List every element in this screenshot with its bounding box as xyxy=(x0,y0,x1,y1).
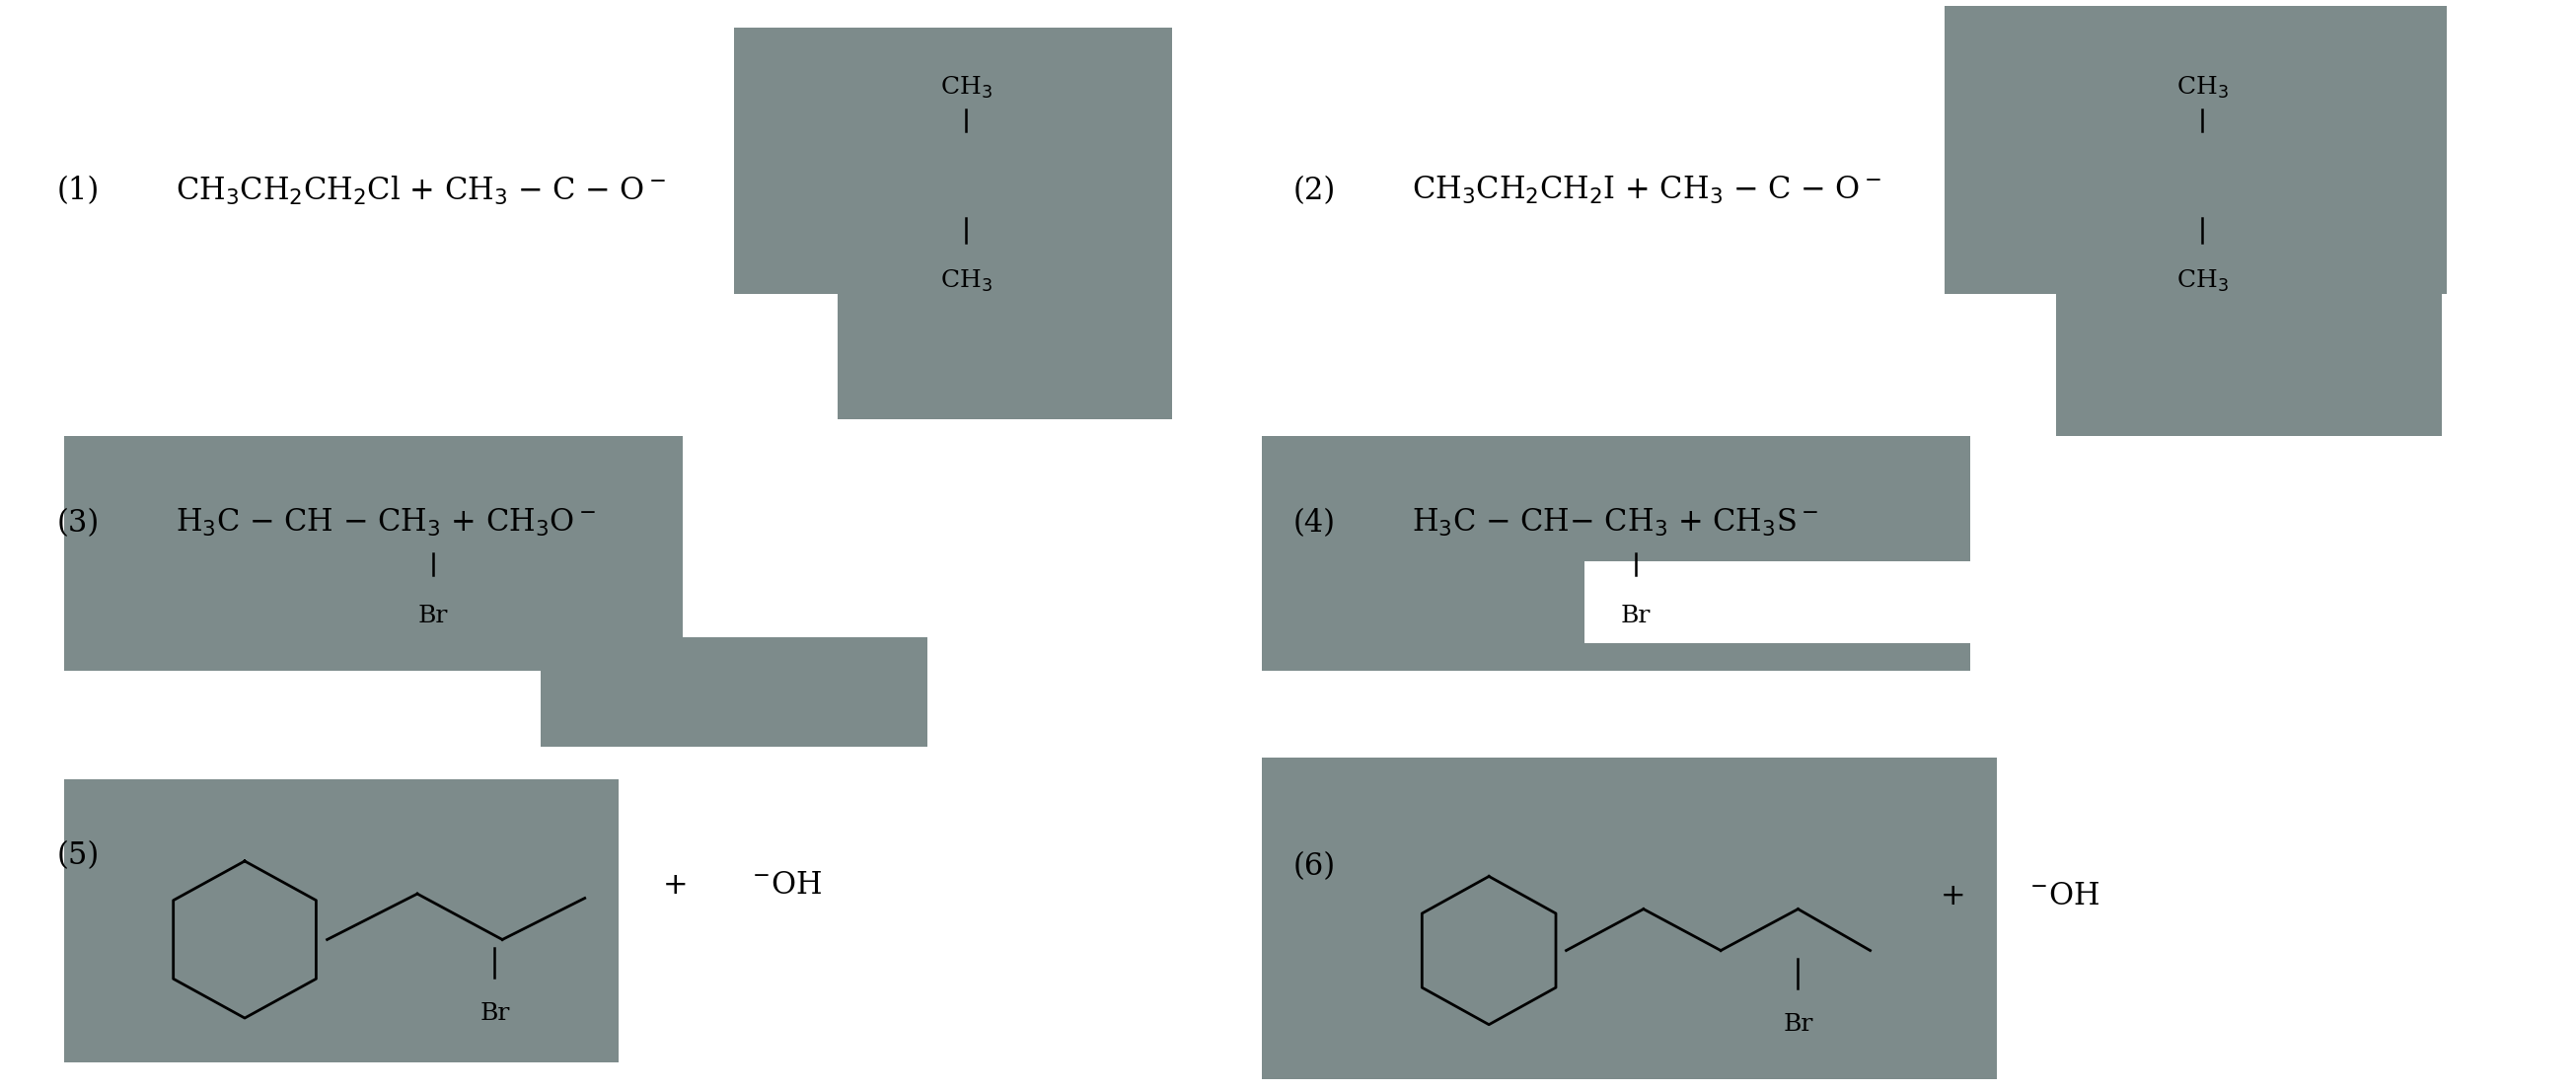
Text: $+$: $+$ xyxy=(662,870,685,900)
Text: CH$_3$: CH$_3$ xyxy=(2177,268,2228,294)
Text: (3): (3) xyxy=(57,508,100,538)
Text: CH$_3$CH$_2$CH$_2$Cl + CH$_3$ $-$ C $-$ O$^-$: CH$_3$CH$_2$CH$_2$Cl + CH$_3$ $-$ C $-$ … xyxy=(175,174,665,207)
Text: Br: Br xyxy=(417,605,448,627)
Text: CH$_3$: CH$_3$ xyxy=(940,268,992,294)
Text: (2): (2) xyxy=(1293,175,1337,206)
Bar xyxy=(1584,561,1984,643)
Text: CH$_3$: CH$_3$ xyxy=(940,74,992,100)
Text: (1): (1) xyxy=(57,175,100,206)
Text: $^{-}$OH: $^{-}$OH xyxy=(2030,881,2099,911)
Text: (4): (4) xyxy=(1293,508,1334,538)
Text: $+$: $+$ xyxy=(1940,881,1963,911)
Bar xyxy=(64,779,618,1063)
Bar xyxy=(734,27,1172,294)
Bar xyxy=(0,0,1249,1090)
Bar xyxy=(1262,758,1996,1079)
Bar xyxy=(2056,294,2442,436)
Text: Br: Br xyxy=(1620,605,1651,627)
Text: H$_3$C $-$ CH $-$ CH$_3$ + CH$_3$O$^-$: H$_3$C $-$ CH $-$ CH$_3$ + CH$_3$O$^-$ xyxy=(175,507,595,540)
Bar xyxy=(64,436,683,670)
Text: H$_3$C $-$ CH$-$ CH$_3$ + CH$_3$S$^-$: H$_3$C $-$ CH$-$ CH$_3$ + CH$_3$S$^-$ xyxy=(1412,507,1819,540)
Text: CH$_3$: CH$_3$ xyxy=(2177,74,2228,100)
Bar xyxy=(541,638,927,747)
Text: $^{-}$OH: $^{-}$OH xyxy=(752,870,822,900)
Bar xyxy=(1945,5,2447,294)
Text: Br: Br xyxy=(1783,1014,1814,1036)
Text: (5): (5) xyxy=(57,840,100,871)
Bar xyxy=(837,294,1172,420)
Bar xyxy=(1249,0,2576,1090)
Text: (6): (6) xyxy=(1293,851,1337,882)
Text: Br: Br xyxy=(479,1003,510,1025)
Text: CH$_3$CH$_2$CH$_2$I + CH$_3$ $-$ C $-$ O$^-$: CH$_3$CH$_2$CH$_2$I + CH$_3$ $-$ C $-$ O… xyxy=(1412,174,1880,207)
Bar xyxy=(1262,436,1971,670)
